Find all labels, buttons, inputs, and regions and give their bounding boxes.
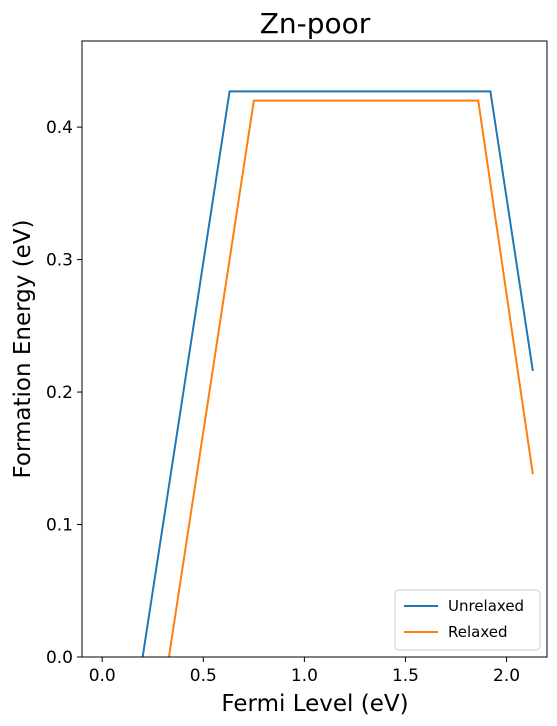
y-axis-ticks: 0.0 0.1 0.2 0.3 0.4 bbox=[46, 118, 82, 668]
x-tick-label: 2.0 bbox=[493, 666, 520, 686]
plot-area bbox=[81, 40, 548, 658]
legend: Unrelaxed Relaxed bbox=[394, 589, 541, 651]
x-axis-ticks: 0.0 0.5 1.0 1.5 2.0 bbox=[89, 657, 520, 686]
legend-label-relaxed: Relaxed bbox=[448, 623, 508, 641]
y-tick-label: 0.0 bbox=[46, 648, 73, 668]
x-tick-label: 0.0 bbox=[89, 666, 116, 686]
legend-label-unrelaxed: Unrelaxed bbox=[448, 597, 524, 615]
plot-frame bbox=[81, 40, 548, 658]
x-tick-label: 1.5 bbox=[392, 666, 419, 686]
y-tick-label: 0.4 bbox=[46, 118, 73, 138]
y-axis-label: Formation Energy (eV) bbox=[10, 219, 36, 478]
x-axis-label: Fermi Level (eV) bbox=[221, 691, 408, 717]
chart-title: Zn-poor bbox=[260, 7, 371, 40]
x-tick-label: 1.0 bbox=[291, 666, 318, 686]
y-tick-label: 0.1 bbox=[46, 516, 73, 536]
y-tick-label: 0.3 bbox=[46, 251, 73, 271]
series-line-relaxed bbox=[167, 99, 534, 657]
series-line-unrelaxed bbox=[141, 90, 534, 657]
x-tick-label: 0.5 bbox=[190, 666, 217, 686]
y-tick-label: 0.2 bbox=[46, 383, 73, 403]
